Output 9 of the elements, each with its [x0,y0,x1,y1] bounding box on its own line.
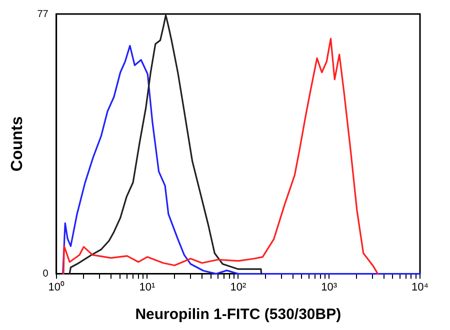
y-tick-label: 0 [42,268,49,280]
y-tick-label: 77 [37,8,49,20]
x-tick-label: 10³ [321,281,338,294]
x-tick-label: 10⁴ [412,281,429,294]
x-tick-label: 10⁰ [48,280,64,294]
y-axis-title: Counts [9,116,26,172]
x-tick-label: 10¹ [139,281,156,294]
x-axis-title: Neuropilin 1-FITC (530/30BP) [135,306,342,324]
x-tick-label: 10² [230,281,246,294]
